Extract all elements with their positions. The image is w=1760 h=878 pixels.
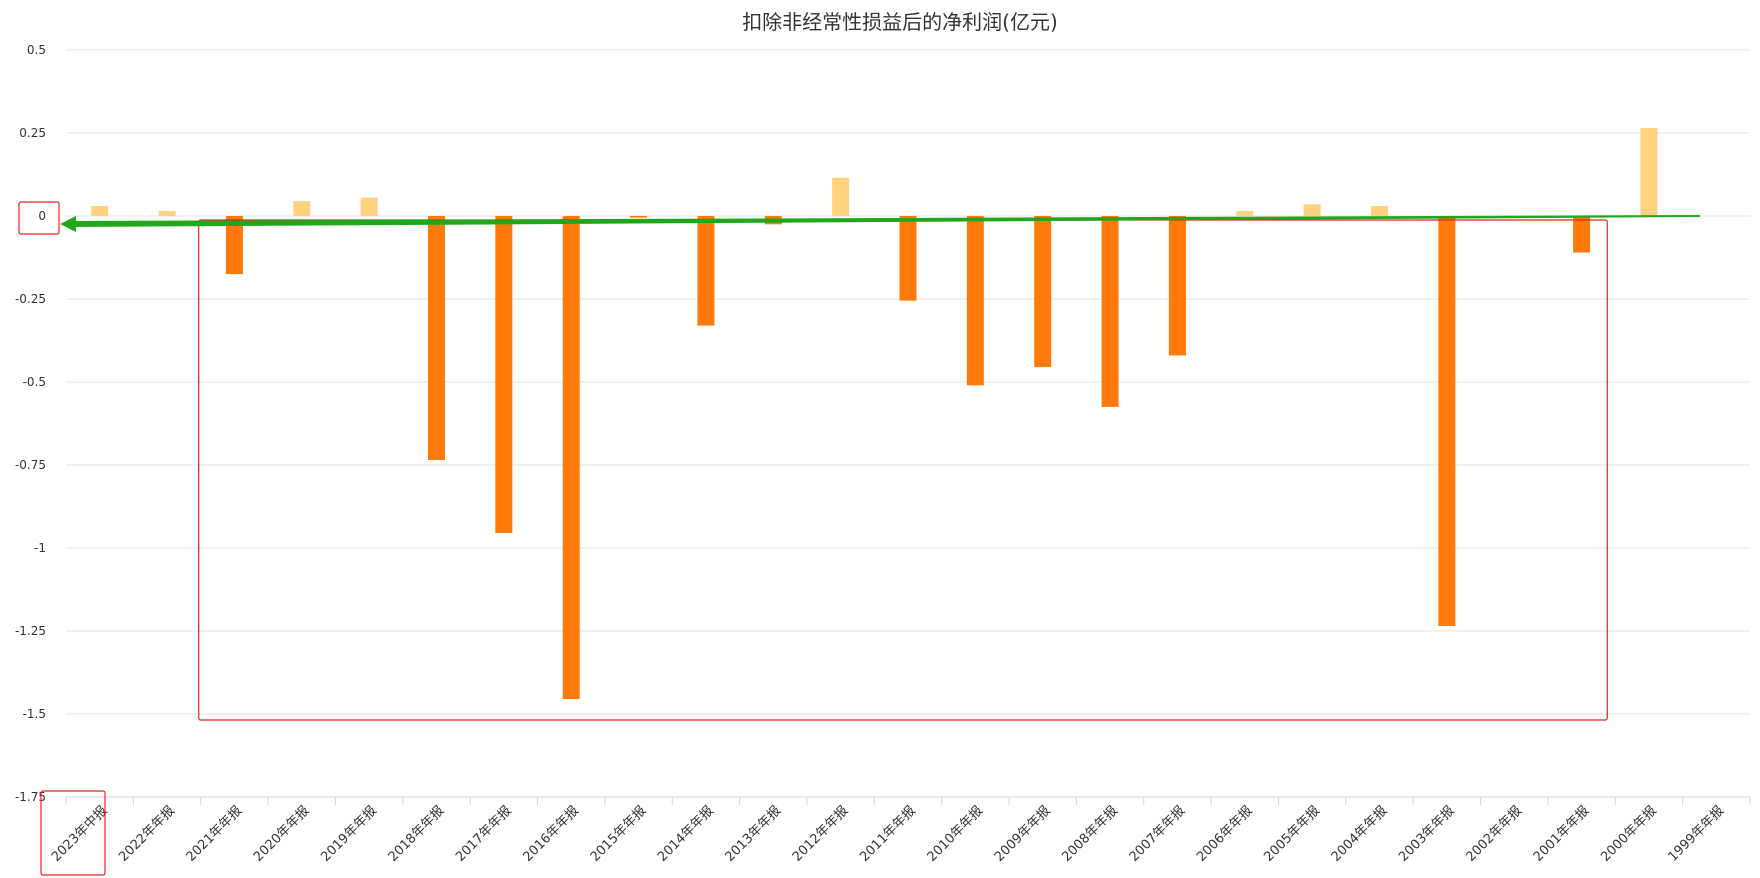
- x-tick-label: 2022年年报: [116, 803, 178, 865]
- y-tick-label: -1.75: [15, 790, 46, 804]
- y-tick-label: -0.5: [23, 375, 46, 389]
- bar: [1303, 204, 1321, 216]
- x-tick-label: 2005年年报: [1261, 803, 1323, 865]
- x-tick-label: 2002年年报: [1463, 803, 1525, 865]
- y-tick-label: 0.5: [27, 43, 46, 57]
- x-tick-label: 2003年年报: [1396, 803, 1458, 865]
- x-tick-label: 2010年年报: [925, 803, 987, 865]
- x-tick-label: 2000年年报: [1598, 803, 1660, 865]
- bar: [360, 197, 378, 216]
- y-tick-label: -0.25: [15, 292, 46, 306]
- bar: [91, 206, 109, 216]
- x-tick-label: 2016年年报: [520, 803, 582, 865]
- x-tick-label: 2001年年报: [1531, 803, 1593, 865]
- bar: [1438, 216, 1456, 627]
- x-tick-label: 2014年年报: [655, 803, 717, 865]
- y-tick-label: -1.25: [15, 624, 46, 638]
- bar: [225, 216, 243, 275]
- annotations: [18, 201, 1608, 876]
- x-tick-label: 2019年年报: [318, 803, 380, 865]
- y-tick-label: 0: [38, 209, 46, 223]
- x-tick-label: 2017年年报: [453, 803, 515, 865]
- trend-arrow-head: [60, 216, 76, 232]
- y-axis: 0.5 0.25 0 -0.25 -0.5 -0.75 -1 -1.25 -1.5 -1.75: [15, 43, 46, 804]
- y-tick-label: 0.25: [19, 126, 46, 140]
- bar: [1236, 211, 1254, 216]
- x-tick-label: 2004年年报: [1329, 803, 1391, 865]
- trend-arrow-shaft: [72, 215, 1700, 227]
- x-tick-label: 2018年年报: [386, 803, 448, 865]
- bar: [1640, 128, 1658, 216]
- x-tick-label: 2023年中报: [49, 803, 111, 865]
- x-tick-label: 2021年年报: [184, 803, 246, 865]
- bar: [1573, 216, 1591, 253]
- y-tick-label: -0.75: [15, 458, 46, 472]
- x-tick-label: 2008年年报: [1059, 803, 1121, 865]
- highlight-box-first-category: [40, 790, 106, 876]
- chart-title: 扣除非经常性损益后的净利润(亿元): [742, 10, 1058, 34]
- y-tick-label: -1.5: [23, 707, 46, 721]
- highlight-box-zero: [18, 201, 60, 235]
- bar: [562, 216, 580, 700]
- y-tick-label: -1: [34, 541, 46, 555]
- x-tick-label: 2013年年报: [723, 803, 785, 865]
- x-tick-label: 2007年年报: [1127, 803, 1189, 865]
- bar: [1371, 206, 1389, 216]
- bar: [832, 177, 850, 216]
- trend-arrow: [60, 215, 1700, 232]
- bar: [427, 216, 445, 461]
- gridlines: [66, 49, 1750, 715]
- x-tick-label: 2012年年报: [790, 803, 852, 865]
- x-tick-label: 2015年年报: [588, 803, 650, 865]
- bar: [1101, 216, 1119, 407]
- x-tick-label: 1999年年报: [1666, 803, 1728, 865]
- bar: [1034, 216, 1052, 368]
- bar: [899, 216, 917, 301]
- x-tick-label: 2006年年报: [1194, 803, 1256, 865]
- bars: [91, 128, 1658, 700]
- bar: [495, 216, 513, 534]
- bar: [293, 201, 311, 216]
- x-tick-label: 2011年年报: [857, 803, 919, 865]
- x-axis: 2023年中报 2022年年报 2021年年报 2020年年报 2019年年报 2018年…: [49, 796, 1751, 865]
- x-tick-label: 2009年年报: [992, 803, 1054, 865]
- bar: [630, 216, 648, 218]
- bar: [966, 216, 984, 386]
- bar: [697, 216, 715, 326]
- bar: [158, 211, 176, 216]
- x-tick-label: 2020年年报: [251, 803, 313, 865]
- bar: [1168, 216, 1186, 356]
